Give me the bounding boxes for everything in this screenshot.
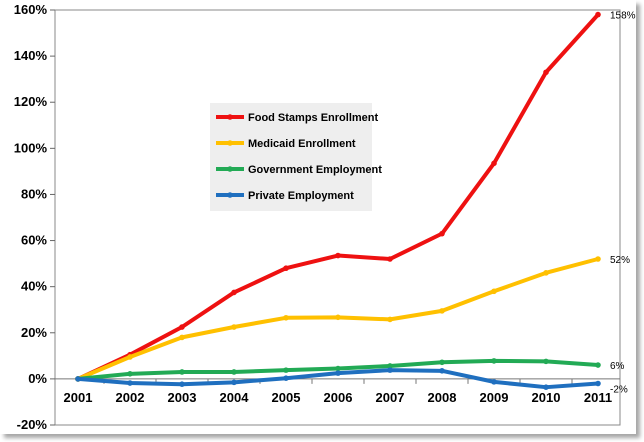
data-point: [543, 384, 549, 390]
y-tick-label: 100%: [14, 140, 48, 155]
data-point: [387, 363, 393, 369]
x-tick-label: 2001: [64, 390, 93, 405]
data-point: [335, 252, 341, 259]
y-tick-label: 0%: [28, 371, 47, 386]
data-point: [491, 358, 497, 364]
data-point: [283, 265, 289, 272]
data-point: [543, 270, 549, 276]
data-point: [231, 369, 237, 375]
x-tick-label: 2010: [532, 390, 561, 405]
plot-area-border: [54, 9, 621, 426]
data-point: [543, 358, 549, 365]
data-point: [335, 370, 341, 376]
data-point: [179, 324, 185, 330]
data-point: [179, 334, 185, 341]
data-point: [595, 256, 601, 262]
data-point: [491, 288, 497, 295]
y-tick-label: 80%: [21, 186, 47, 201]
legend-label: Private Employment: [248, 190, 354, 202]
legend-marker: [227, 166, 233, 172]
data-point: [335, 314, 341, 321]
data-point: [231, 379, 237, 386]
y-tick-label: 60%: [21, 233, 47, 248]
data-point: [179, 381, 185, 387]
data-point: [127, 380, 133, 386]
legend-marker: [227, 140, 233, 146]
chart-frame: -20% 0% 20% 40% 60% 80% 100% 120% 140% 160% 2001 20…: [13, 2, 636, 432]
data-point: [595, 11, 601, 18]
data-point: [179, 369, 185, 375]
x-tick-label: 2005: [272, 390, 301, 405]
x-tick-label: 2002: [116, 390, 145, 405]
data-point: [283, 375, 289, 381]
x-tick-label: 2003: [168, 390, 197, 405]
y-tick-label: -20%: [17, 417, 48, 432]
legend-label: Government Employment: [248, 164, 382, 176]
data-point: [283, 314, 289, 321]
x-tick-label: 2007: [376, 390, 405, 405]
end-value-label: -2%: [610, 385, 628, 396]
data-point: [491, 379, 497, 385]
legend-label: Medicaid Enrollment: [248, 138, 356, 150]
y-tick-label: 40%: [21, 279, 47, 294]
data-point: [127, 371, 133, 377]
line-chart: -20% 0% 20% 40% 60% 80% 100% 120% 140% 160% 2001 20…: [14, 2, 636, 432]
data-point: [595, 362, 601, 368]
y-tick-label: 160%: [14, 2, 48, 17]
end-value-label: 158%: [610, 11, 636, 22]
y-tick-label: 140%: [14, 48, 48, 63]
legend-label: Food Stamps Enrollment: [248, 112, 379, 124]
data-point: [439, 359, 445, 366]
data-point: [387, 256, 393, 262]
data-point: [439, 368, 445, 374]
y-tick-label: 120%: [14, 94, 48, 109]
data-point: [231, 324, 237, 330]
data-point: [595, 380, 601, 387]
y-tick-label: 20%: [21, 325, 47, 340]
data-point: [283, 367, 289, 373]
legend-marker: [227, 192, 233, 198]
x-tick-label: 2008: [428, 390, 457, 405]
x-tick-label: 2011: [584, 390, 612, 405]
x-tick-label: 2004: [220, 390, 250, 405]
end-value-label: 6%: [610, 361, 625, 372]
data-point: [439, 230, 445, 237]
data-point: [387, 316, 393, 323]
data-point: [439, 308, 445, 314]
data-point: [335, 365, 341, 372]
x-tick-label: 2009: [480, 390, 509, 405]
data-point: [231, 289, 237, 296]
x-tick-label: 2006: [324, 390, 353, 405]
data-point: [543, 69, 549, 76]
data-point: [75, 376, 81, 382]
data-point: [387, 367, 393, 373]
data-point: [127, 354, 133, 360]
end-value-label: 52%: [610, 255, 630, 266]
data-point: [491, 160, 497, 167]
legend-marker: [227, 114, 233, 120]
